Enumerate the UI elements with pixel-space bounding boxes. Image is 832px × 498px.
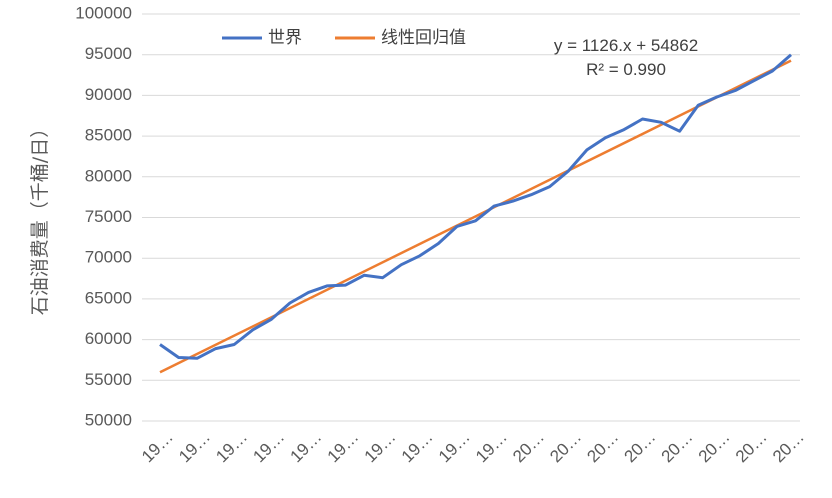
x-tick-label: 19… <box>138 427 177 466</box>
y-tick-label: 65000 <box>85 288 132 307</box>
legend-label-world: 世界 <box>268 28 302 48</box>
x-tick-label: 19… <box>175 427 214 466</box>
y-tick-label: 75000 <box>85 207 132 226</box>
x-tick-label: 19… <box>212 427 251 466</box>
x-tick-label: 19… <box>324 427 363 466</box>
y-tick-label: 50000 <box>85 410 132 429</box>
y-tick-label: 85000 <box>85 126 132 145</box>
x-tick-label: 20… <box>658 427 697 466</box>
y-tick-label: 90000 <box>85 85 132 104</box>
regression-line <box>159 59 792 374</box>
x-tick-label: 20… <box>769 427 808 466</box>
trend-r-squared: R² = 0.990 <box>586 60 666 79</box>
trend-equation: y = 1126.x + 54862 <box>554 36 698 55</box>
legend-label-regression: 线性回归值 <box>381 28 466 48</box>
x-tick-label: 19… <box>435 427 474 466</box>
x-tick-label: 19… <box>249 427 288 466</box>
series-group <box>159 53 792 374</box>
y-axis-label: 石油消费量（千桶/日） <box>29 119 51 315</box>
y-tick-label: 95000 <box>85 44 132 63</box>
x-tick-label: 19… <box>472 427 511 466</box>
x-tick-label: 20… <box>621 427 660 466</box>
x-tick-label: 20… <box>695 427 734 466</box>
x-tick-label: 20… <box>732 427 771 466</box>
world-series-line <box>159 53 792 360</box>
x-tick-label: 20… <box>546 427 585 466</box>
y-axis-ticks: 50000 55000 60000 65000 70000 75000 80000 85000… <box>75 3 132 429</box>
y-tick-label: 70000 <box>85 248 132 267</box>
x-tick-label: 20… <box>583 427 622 466</box>
x-tick-label: 20… <box>509 427 548 466</box>
y-tick-label: 55000 <box>85 370 132 389</box>
y-tick-label: 60000 <box>85 329 132 348</box>
x-tick-label: 19… <box>361 427 400 466</box>
legend: 世界 线性回归值 <box>222 28 466 48</box>
x-tick-label: 19… <box>398 427 437 466</box>
y-tick-label: 80000 <box>85 166 132 185</box>
y-tick-label: 100000 <box>75 3 132 22</box>
x-axis-ticks: 19…19…19…19…19…19…19…19…19…19…20…20…20…2… <box>138 427 808 466</box>
x-tick-label: 19… <box>286 427 325 466</box>
